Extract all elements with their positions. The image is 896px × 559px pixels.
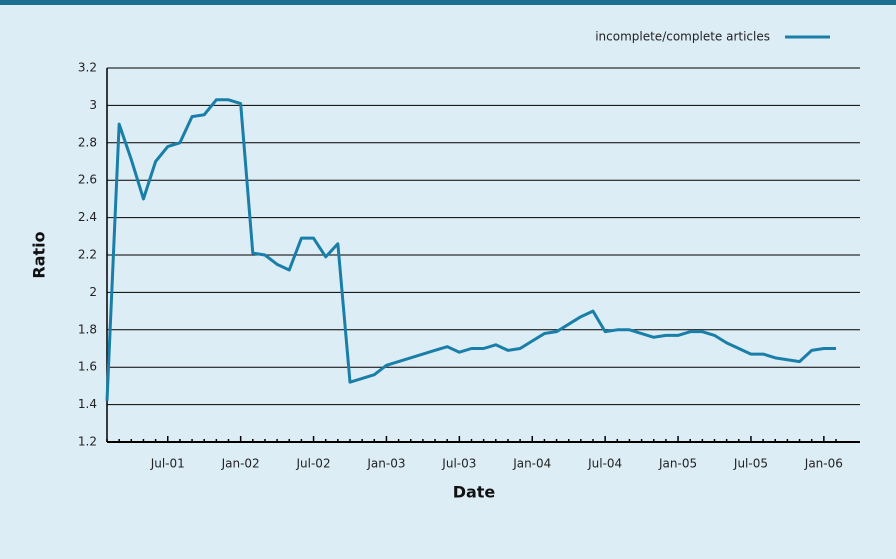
legend-label: incomplete/complete articles (595, 30, 770, 44)
y-tick-label: 1.2 (78, 435, 97, 449)
y-tick-label: 3 (89, 98, 97, 112)
x-tick-label: Jul-01 (150, 457, 185, 471)
y-tick-label: 2.8 (78, 135, 97, 149)
y-tick-label: 2.2 (78, 248, 97, 262)
data-line (105, 98, 836, 401)
x-tick-label: Jan-05 (658, 457, 697, 471)
x-tick-label: Jan-03 (366, 457, 405, 471)
y-tick-label: 2.4 (78, 210, 97, 224)
x-axis-title: Date (453, 483, 496, 502)
y-tick-label: 2 (89, 285, 97, 299)
y-tick-label: 2.6 (78, 173, 97, 187)
y-tick-label: 1.4 (78, 397, 97, 411)
top-border (0, 0, 896, 5)
x-tick-label: Jul-02 (296, 457, 331, 471)
x-tick-label: Jul-03 (441, 457, 476, 471)
y-tick-label: 1.6 (78, 360, 97, 374)
x-tick-label: Jan-06 (804, 457, 843, 471)
x-tick-label: Jul-04 (587, 457, 622, 471)
y-tick-label: 1.8 (78, 322, 97, 336)
y-axis-title: Ratio (30, 231, 49, 278)
x-tick-label: Jan-02 (221, 457, 260, 471)
y-tick-label: 3.2 (78, 61, 97, 75)
x-tick-label: Jul-05 (733, 457, 768, 471)
x-tick-label: Jan-04 (512, 457, 551, 471)
